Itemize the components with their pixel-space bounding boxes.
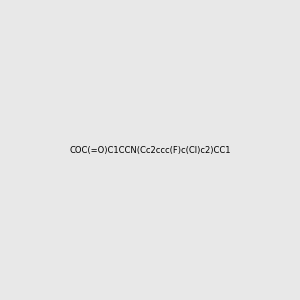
Text: COC(=O)C1CCN(Cc2ccc(F)c(Cl)c2)CC1: COC(=O)C1CCN(Cc2ccc(F)c(Cl)c2)CC1: [69, 146, 231, 154]
